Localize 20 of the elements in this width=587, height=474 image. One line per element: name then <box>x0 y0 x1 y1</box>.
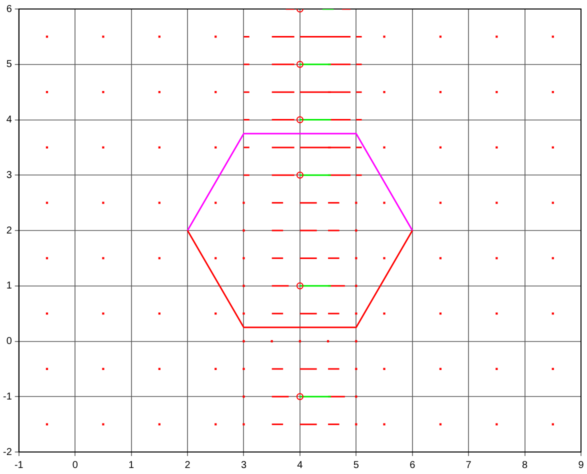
x-tick-label: 7 <box>466 460 472 471</box>
y-tick-label: 2 <box>6 225 12 236</box>
y-tick-label: 5 <box>6 59 12 70</box>
x-tick-label: 5 <box>353 460 360 471</box>
x-tick-label: 4 <box>297 460 304 471</box>
x-tick-label: -1 <box>14 460 24 471</box>
y-tick-label: 6 <box>6 4 12 15</box>
y-tick-label: 1 <box>6 280 12 292</box>
x-tick-label: 8 <box>522 460 528 471</box>
x-tick-label: 1 <box>128 460 135 471</box>
y-tick-label: 4 <box>6 114 12 126</box>
y-tick-label: -2 <box>2 446 12 458</box>
y-tick-label: 0 <box>6 336 12 347</box>
x-tick-label: 0 <box>72 460 78 471</box>
y-tick-label: 3 <box>6 170 12 181</box>
x-tick-label: 9 <box>578 460 584 471</box>
x-tick-label: 6 <box>410 460 416 471</box>
x-tick-label: 2 <box>184 460 191 471</box>
y-tick-label: -1 <box>2 391 12 402</box>
x-tick-label: 3 <box>240 460 247 471</box>
